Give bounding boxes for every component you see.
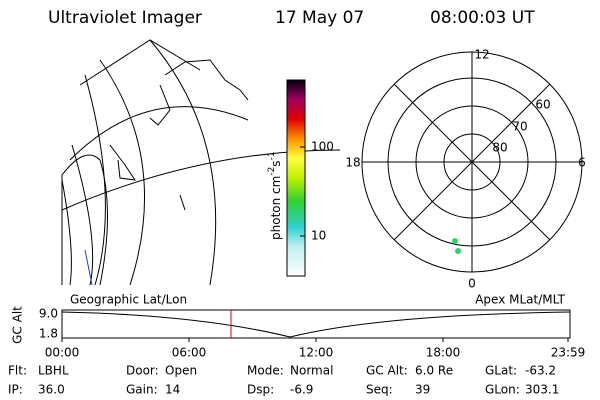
field-label: Flt: — [8, 364, 27, 378]
field-label: GC Alt: — [366, 364, 408, 378]
timeline-title: Apex MLat/MLT — [475, 293, 565, 307]
time: 08:00:03 UT — [430, 8, 535, 28]
polar-label: 0 — [468, 277, 476, 291]
polar-label: 6 — [578, 156, 586, 170]
polar-grid — [361, 51, 583, 273]
colorbar-unit: photon cm-2s-1 — [267, 151, 283, 240]
map — [61, 39, 341, 286]
field-label: GLon: — [485, 383, 520, 397]
instrument: Ultraviolet Imager — [48, 8, 202, 28]
polar-ring-label: 70 — [512, 120, 527, 134]
field-label: Door: — [126, 364, 159, 378]
field-value: LBHL — [38, 364, 69, 378]
timeline-axis-label: GC Alt — [11, 306, 25, 344]
altitude-curve — [61, 311, 571, 338]
timeline-y-label: 9.0 — [39, 307, 58, 321]
time-label: 00:00 — [45, 346, 80, 360]
time-label: 23:59 — [551, 346, 586, 360]
time-label: 06:00 — [172, 346, 207, 360]
field-label: Mode: — [247, 364, 284, 378]
field-value: 36.0 — [38, 383, 65, 397]
timeline-title: Geographic Lat/Lon — [70, 293, 187, 307]
colorbar-tick-label: 10 — [311, 229, 326, 243]
field-value: 303.1 — [525, 383, 559, 397]
colorbar-tick-label: 100 — [311, 140, 334, 154]
field-value: 39 — [415, 383, 430, 397]
field-label: GLat: — [485, 364, 517, 378]
polar-ring-label: 60 — [535, 98, 550, 112]
polar-ring-label: 80 — [492, 141, 507, 155]
timeline-y-label: 1.8 — [39, 327, 58, 341]
field-value: -6.9 — [290, 383, 313, 397]
colorbar — [286, 79, 306, 277]
field-label: Dsp: — [247, 383, 274, 397]
date: 17 May 07 — [275, 8, 364, 28]
time-label: 12:00 — [299, 346, 334, 360]
field-value: Normal — [290, 364, 333, 378]
field-value: 6.0 Re — [415, 364, 453, 378]
polar-label: 18 — [345, 156, 360, 170]
field-label: Seq: — [366, 383, 393, 397]
polar-label: 12 — [474, 48, 489, 62]
field-value: Open — [165, 364, 197, 378]
field-value: -63.2 — [525, 364, 556, 378]
field-label: Gain: — [126, 383, 158, 397]
time-label: 18:00 — [426, 346, 461, 360]
field-value: 14 — [165, 383, 180, 397]
field-label: IP: — [8, 383, 23, 397]
